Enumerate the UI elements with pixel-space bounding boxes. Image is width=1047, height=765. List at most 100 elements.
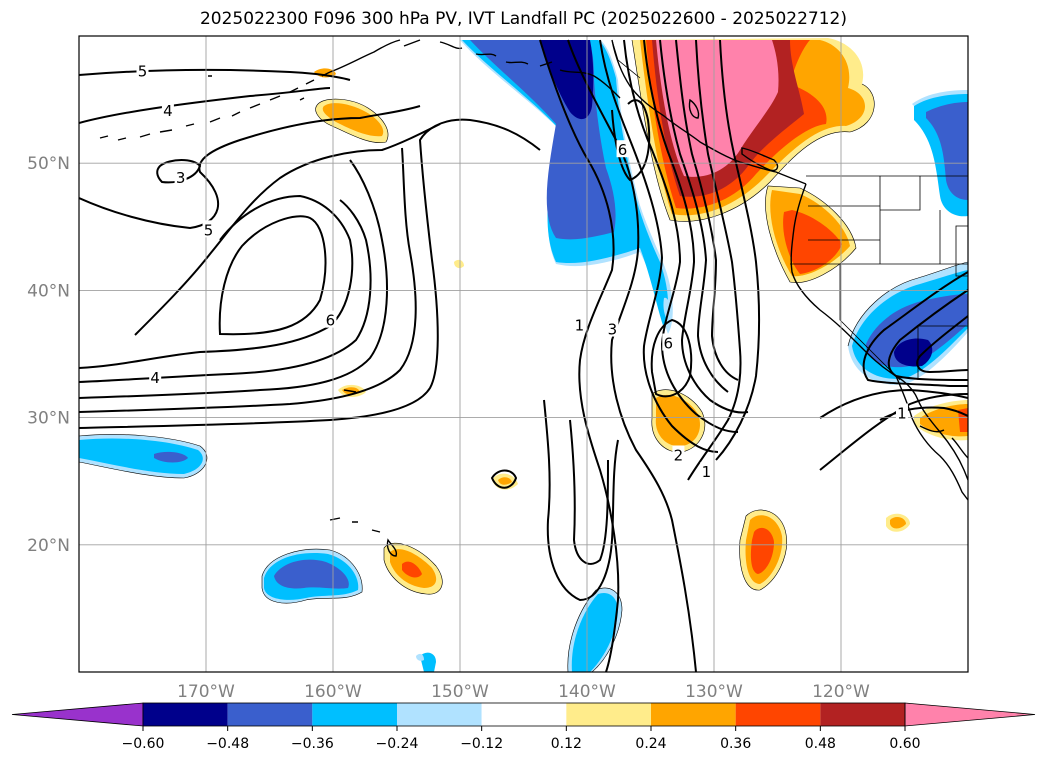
lon-tick-label: 130°W	[685, 682, 743, 702]
contour-ridge-a	[79, 194, 354, 369]
lon-tick-label: 140°W	[558, 682, 616, 702]
colorbar-frame	[142, 702, 906, 727]
longitude-labels: 170°W 160°W 150°W 140°W 130°W 120°W	[177, 682, 870, 702]
contour-east-4	[819, 388, 968, 419]
contour-trough-2	[599, 39, 719, 453]
shade-w-cyan	[79, 438, 203, 474]
figure-title: 2025022300 F096 300 hPa PV, IVT Landfall…	[199, 9, 847, 29]
vancouver-island	[741, 147, 779, 172]
colorbar-box	[481, 703, 567, 726]
shade-ne-light	[912, 90, 968, 106]
contour-5-north	[79, 68, 351, 81]
colorbar-box	[651, 703, 736, 726]
contour-ridge-d	[79, 147, 417, 413]
colorbar-label: −0.12	[460, 736, 503, 752]
contour-label: 3	[176, 169, 186, 187]
shade-hawaii-red	[402, 561, 422, 578]
contour-trough-10	[569, 419, 609, 565]
contour-ridge-c	[79, 159, 388, 399]
contour-label: 4	[163, 102, 173, 120]
shade-baja-orange	[920, 404, 968, 437]
shade-ne-blue	[926, 102, 968, 200]
political-borders	[611, 39, 968, 381]
colorbar-label: −0.60	[122, 736, 165, 752]
contour-ridge-b	[79, 199, 372, 383]
contour-label-bg	[895, 403, 908, 421]
map-area	[79, 36, 968, 672]
colorbar-extend-min	[11, 702, 144, 727]
colorbar-box	[735, 703, 821, 726]
coastlines	[99, 39, 968, 557]
contour-label-bg	[174, 168, 187, 186]
contour-label-bg	[202, 220, 215, 238]
colorbar-box	[566, 703, 651, 726]
lon-tick-label: 150°W	[431, 682, 489, 702]
contour-ridge-outer	[79, 118, 541, 429]
contour-trough-9	[543, 399, 619, 602]
contour-label: 4	[150, 369, 160, 387]
shade-s2	[420, 652, 436, 672]
shade-sub2b	[498, 477, 512, 485]
colorbar-extend-max	[904, 702, 1036, 727]
contour-label-bg	[136, 61, 149, 79]
contour-label: 1	[575, 317, 585, 335]
contour-label-bg	[616, 140, 629, 158]
lon-tick-label: 120°W	[812, 682, 870, 702]
contour-trough-8	[715, 39, 760, 461]
mexico-coast	[919, 425, 968, 459]
contour-ridge-4	[79, 105, 421, 230]
lat-tick-label: 30°N	[27, 409, 70, 429]
shade-w-blue	[154, 451, 188, 463]
shade-hw-blue	[274, 559, 349, 589]
contour-label-bg	[662, 333, 675, 351]
contour-label: 5	[204, 221, 214, 239]
hawaii-islands	[329, 517, 398, 557]
shade-s-cyan	[571, 592, 618, 672]
contour-ridge-5	[134, 123, 441, 336]
colorbar-box	[143, 703, 228, 726]
contour-east-1	[862, 271, 968, 387]
colorbar-label: 0.12	[551, 736, 582, 752]
gridlines	[79, 36, 968, 672]
shade-126-red	[750, 527, 774, 574]
colorbar: −0.60 −0.48 −0.36 −0.24 −0.12 0.12 0.24 0.36 0.4…	[11, 702, 1036, 752]
contour-label-bg	[606, 319, 619, 337]
us-west-coast	[790, 183, 968, 481]
shade-dot	[454, 259, 464, 269]
latitude-labels: 50°N 40°N 30°N 20°N	[27, 154, 70, 556]
shade-or-red	[783, 210, 842, 274]
lat-tick-label: 20°N	[27, 536, 70, 556]
shade-s3	[416, 653, 424, 661]
shade-mx-orange	[890, 517, 906, 529]
shade-ca-blue	[866, 294, 968, 368]
colorbar-label: 0.60	[889, 736, 920, 752]
contour-label-bg	[700, 462, 713, 480]
contour-label-bg	[573, 315, 586, 333]
colorbar-label: −0.48	[206, 736, 249, 752]
shade-aleut-orange	[322, 103, 384, 137]
contour-ridge-6	[218, 215, 327, 336]
contour-sub-a	[490, 469, 518, 489]
alaska-border	[611, 39, 641, 79]
contour-trough-5	[659, 39, 729, 393]
map-frame	[78, 35, 969, 673]
contour-east-6	[879, 406, 968, 421]
contour-label-bg	[324, 310, 337, 328]
shade-pnw-pink	[656, 40, 779, 177]
colorbar-box	[227, 703, 313, 726]
contour-trough-4	[643, 39, 749, 414]
colorbar-label: −0.24	[376, 736, 419, 752]
contour-label: 6	[618, 141, 628, 159]
contour-label: 1	[702, 463, 712, 481]
contour-label-bg	[161, 100, 174, 118]
contour-label: 5	[138, 62, 148, 80]
bc-coast	[611, 39, 807, 185]
contour-label-bg	[149, 367, 162, 385]
shade-goa-navy	[540, 40, 594, 120]
lon-tick-label: 170°W	[177, 682, 235, 702]
lat-tick-label: 40°N	[27, 281, 70, 301]
alaska-coast	[329, 39, 621, 99]
haida-gwaii	[688, 98, 700, 119]
state-borders	[790, 176, 968, 381]
